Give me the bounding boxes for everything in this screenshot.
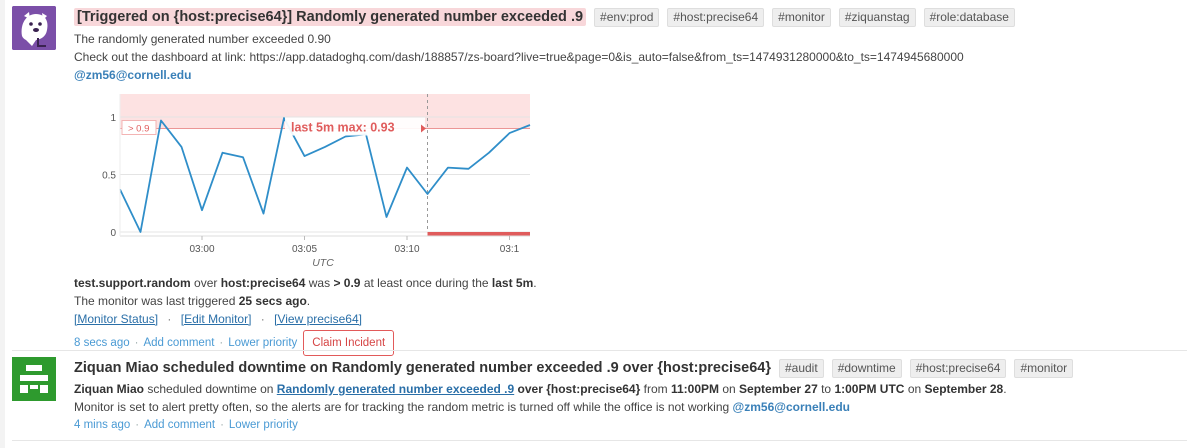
event-triggered: [Triggered on {host:precise64}] Randomly… bbox=[12, 6, 1187, 356]
last-triggered-text: . bbox=[306, 294, 311, 308]
downtime-start-date: September 27 bbox=[739, 382, 818, 396]
mention-link[interactable]: @zm56@cornell.edu bbox=[732, 400, 850, 414]
x-axis-label: UTC bbox=[312, 257, 334, 269]
downtime-text: on bbox=[907, 382, 922, 396]
downtime-text: to bbox=[821, 382, 832, 396]
monitor-summary: test.support.random over host:precise64 … bbox=[74, 274, 1177, 292]
downtime-end-time: 1:00PM UTC bbox=[834, 382, 905, 396]
summary-text: was bbox=[308, 276, 331, 290]
event-title[interactable]: [Triggered on {host:precise64}] Randomly… bbox=[74, 8, 587, 26]
max-arrow-icon bbox=[421, 124, 426, 133]
event-time[interactable]: 8 secs ago bbox=[74, 337, 130, 349]
lower-priority-link[interactable]: Lower priority bbox=[228, 337, 298, 349]
x-tick-label: 03:05 bbox=[292, 244, 317, 255]
left-rule bbox=[0, 0, 5, 448]
summary-text: . bbox=[533, 276, 537, 290]
y-tick-label: 0.5 bbox=[102, 171, 116, 182]
downtime-start-time: 11:00PM bbox=[670, 382, 719, 396]
last-triggered-text: The monitor was last triggered bbox=[74, 294, 236, 308]
monitor-links: [Monitor Status] · [Edit Monitor] · [Vie… bbox=[74, 310, 1177, 328]
tag[interactable]: #downtime bbox=[831, 358, 902, 378]
view-host-link[interactable]: [View precise64] bbox=[274, 312, 362, 326]
dog-icon bbox=[12, 6, 56, 50]
downtime-text: from bbox=[643, 382, 668, 396]
event-body-line: The randomly generated number exceeded 0… bbox=[74, 32, 331, 46]
monitor-status-link[interactable]: [Monitor Status] bbox=[74, 312, 159, 326]
x-tick-label: 03:1 bbox=[500, 244, 520, 255]
tag[interactable]: #host:precise64 bbox=[667, 7, 765, 27]
x-tick-label: 03:00 bbox=[189, 244, 214, 255]
series-line bbox=[119, 117, 531, 233]
event-title-row: Ziquan Miao scheduled downtime on Random… bbox=[74, 357, 1177, 379]
event-title[interactable]: Ziquan Miao scheduled downtime on Random… bbox=[74, 360, 771, 376]
tag[interactable]: #monitor bbox=[1014, 358, 1074, 378]
tag[interactable]: #env:prod bbox=[594, 7, 660, 27]
metric-name: test.support.random bbox=[74, 276, 191, 290]
claim-incident-button[interactable]: Claim Incident bbox=[303, 330, 395, 356]
max-label-box bbox=[285, 117, 425, 136]
event-divider bbox=[12, 350, 1187, 351]
downtime-details: Ziquan Miao scheduled downtime on Random… bbox=[74, 380, 1177, 398]
user-avatar bbox=[12, 357, 56, 401]
downtime-text: scheduled downtime on bbox=[147, 382, 274, 396]
y-tick-label: 1 bbox=[110, 113, 116, 124]
summary-host: host:precise64 bbox=[220, 276, 306, 290]
event-divider bbox=[12, 440, 1187, 441]
datadog-avatar bbox=[12, 6, 56, 50]
event-content: Ziquan Miao scheduled downtime on Random… bbox=[74, 357, 1177, 434]
mention-line: @zm56@cornell.edu bbox=[74, 66, 1177, 84]
x-tick-label: 03:10 bbox=[394, 244, 419, 255]
summary-text: over bbox=[194, 276, 218, 290]
event-content: [Triggered on {host:precise64}] Randomly… bbox=[74, 6, 1177, 356]
lower-priority-link[interactable]: Lower priority bbox=[228, 419, 298, 431]
identicon-icon bbox=[12, 357, 56, 401]
summary-text: at least once during the bbox=[363, 276, 489, 290]
mention-link[interactable]: @zm56@cornell.edu bbox=[74, 68, 192, 82]
add-comment-link[interactable]: Add comment bbox=[144, 419, 216, 431]
summary-window: last 5m bbox=[491, 276, 534, 290]
meta-separator: · bbox=[134, 337, 139, 349]
last-triggered-value: 25 secs ago bbox=[238, 294, 307, 308]
tag[interactable]: #monitor bbox=[772, 7, 831, 27]
downtime-message: Monitor is set to alert pretty often, so… bbox=[74, 398, 1177, 416]
event-meta: 4 mins ago · Add comment · Lower priorit… bbox=[74, 416, 1177, 434]
link-separator: · bbox=[167, 312, 172, 326]
downtime-text: . bbox=[1003, 382, 1007, 396]
downtime-scope: over {host:precise64} bbox=[517, 382, 641, 396]
monitor-link[interactable]: Randomly generated number exceeded .9 bbox=[276, 382, 515, 396]
event-meta: 8 secs ago · Add comment · Lower priorit… bbox=[74, 330, 1177, 356]
tag[interactable]: #audit bbox=[778, 358, 824, 378]
meta-separator: · bbox=[219, 337, 224, 349]
last-triggered-line: The monitor was last triggered 25 secs a… bbox=[74, 292, 1177, 310]
downtime-message-text: Monitor is set to alert pretty often, so… bbox=[74, 400, 730, 414]
threshold-label-box bbox=[121, 120, 157, 135]
tag[interactable]: #host:precise64 bbox=[909, 358, 1007, 378]
alert-bar bbox=[427, 232, 530, 236]
meta-separator: · bbox=[220, 419, 224, 431]
event-title-row: [Triggered on {host:precise64}] Randomly… bbox=[74, 6, 1177, 28]
tag[interactable]: #role:database bbox=[923, 7, 1015, 27]
tag[interactable]: #ziquanstag bbox=[838, 7, 916, 27]
edit-monitor-link[interactable]: [Edit Monitor] bbox=[180, 312, 252, 326]
y-tick-label: 0 bbox=[110, 228, 116, 239]
downtime-end-date: September 28 bbox=[924, 382, 1004, 396]
downtime-user: Ziquan Miao bbox=[74, 382, 144, 396]
event-downtime: Ziquan Miao scheduled downtime on Random… bbox=[12, 357, 1187, 437]
add-comment-link[interactable]: Add comment bbox=[143, 337, 215, 349]
event-body-line: Check out the dashboard at link: https:/… bbox=[74, 50, 964, 64]
event-time[interactable]: 4 mins ago bbox=[74, 419, 131, 431]
monitor-graph: 0 0.5 1 03:00 03:05 03:10 03:1 UTC > 0.9 last 5m … bbox=[102, 94, 531, 269]
meta-separator: · bbox=[135, 419, 140, 431]
max-label: last 5m max: 0.93 bbox=[291, 121, 395, 135]
threshold-label: > 0.9 bbox=[128, 124, 149, 135]
summary-threshold: > 0.9 bbox=[333, 276, 361, 290]
link-separator: · bbox=[260, 312, 265, 326]
downtime-text: on bbox=[722, 382, 736, 396]
